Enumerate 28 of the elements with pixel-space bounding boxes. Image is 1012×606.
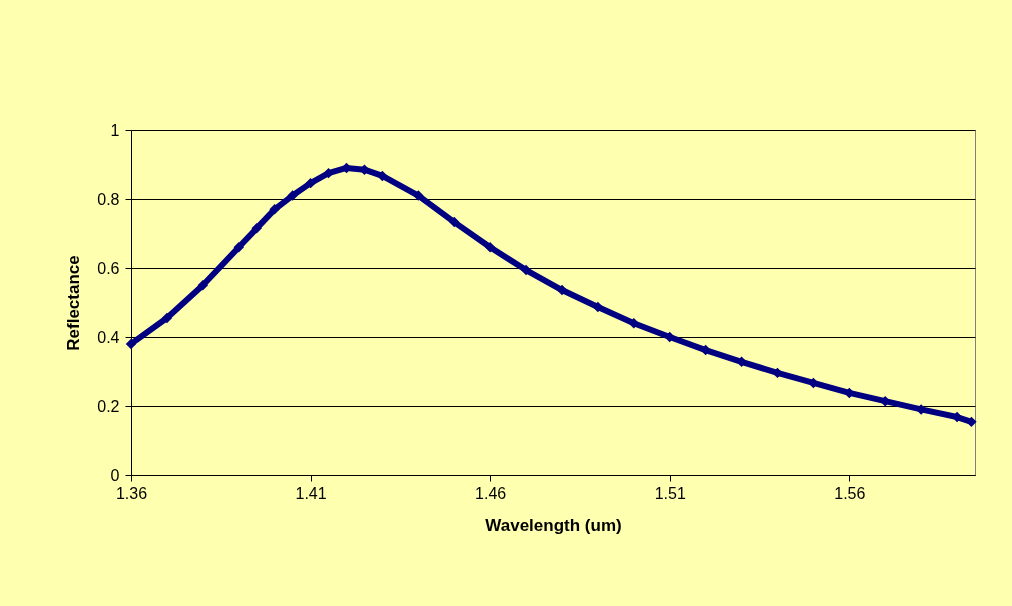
point [377,170,388,182]
y-tick-label: 1 [110,121,120,139]
point [161,312,173,324]
point [233,242,244,253]
point [966,416,977,428]
x-axis-title: Wavelength (um) [485,515,622,535]
x-tick-label: 1.56 [834,484,866,502]
x-tick-label: 1.41 [295,484,327,502]
x-tick-label: 1.46 [475,484,507,502]
y-tick-label: 0.6 [97,259,120,277]
point [251,223,262,234]
point [520,264,532,276]
point [197,280,209,291]
point [700,344,711,356]
y-tick-label: 0.2 [97,397,120,415]
point [269,204,280,215]
y-tick-label: 0.4 [97,328,120,346]
y-tick-label: 0 [110,466,120,484]
y-tick-label: 0.8 [97,190,120,208]
point [413,190,424,201]
point [287,190,298,201]
x-tick-label: 1.36 [115,484,148,502]
point [448,216,460,228]
y-axis-title: Reflectance [64,255,84,351]
point [664,331,675,343]
point [305,177,316,189]
point [484,242,496,253]
x-tick-label: 1.51 [654,484,686,502]
